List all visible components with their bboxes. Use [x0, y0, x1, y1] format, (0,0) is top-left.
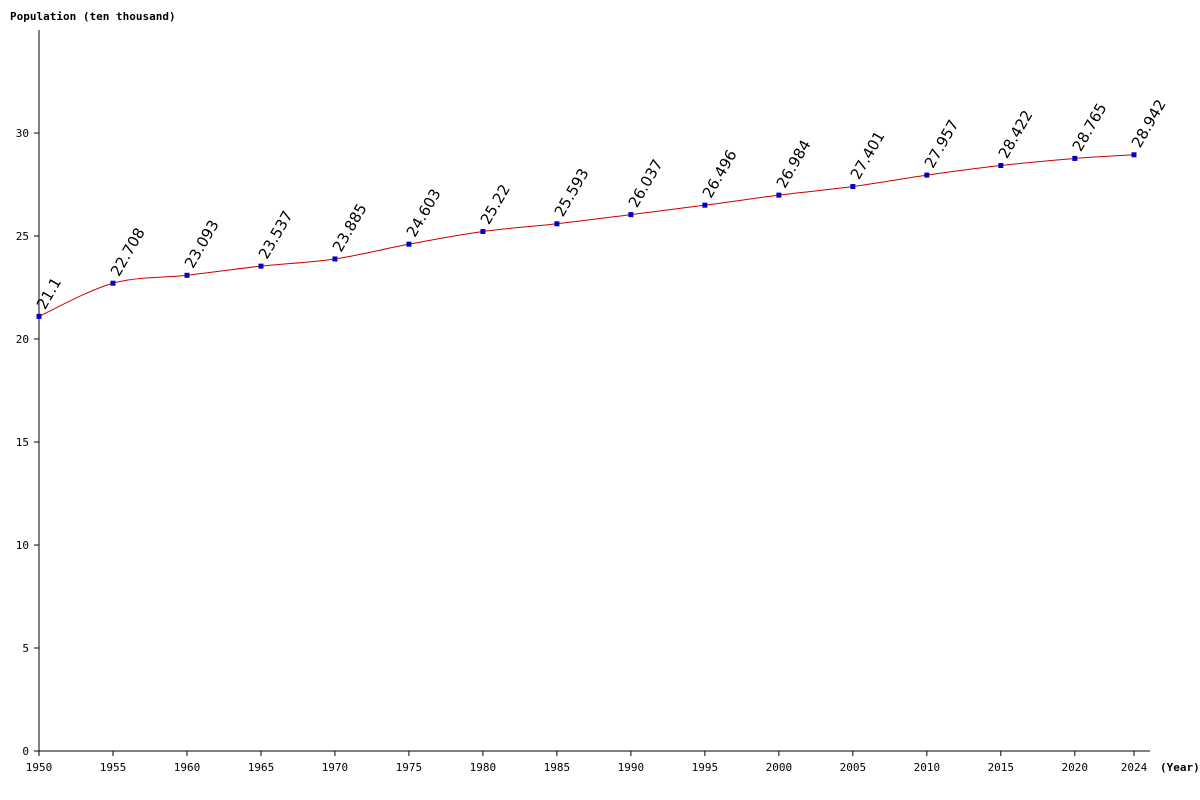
population-series-line — [38, 154, 1135, 317]
data-label: 23.093 — [181, 217, 223, 271]
x-tick-label: 2000 — [766, 761, 793, 774]
x-tick-label: 1980 — [470, 761, 497, 774]
x-tick-label: 2024 — [1121, 761, 1148, 774]
data-label: 27.957 — [921, 117, 963, 171]
x-tick-label: 1955 — [100, 761, 127, 774]
data-point — [850, 184, 856, 190]
data-label: 28.422 — [995, 107, 1037, 161]
data-label: 26.496 — [699, 147, 741, 201]
data-label: 25.22 — [477, 181, 514, 227]
y-tick-label: 10 — [16, 539, 29, 552]
data-point — [998, 163, 1004, 169]
x-axis-label: (Year) — [1160, 761, 1200, 774]
data-label: 23.885 — [329, 201, 371, 255]
data-point — [110, 280, 116, 286]
data-point — [406, 241, 412, 247]
x-tick-label: 2005 — [840, 761, 867, 774]
data-point — [628, 212, 634, 218]
data-points — [36, 152, 1137, 319]
data-point — [1072, 155, 1078, 161]
x-tick-label: 2015 — [988, 761, 1015, 774]
data-label: 28.942 — [1128, 96, 1170, 150]
x-tick-label: 1995 — [692, 761, 719, 774]
data-label: 25.593 — [551, 165, 593, 219]
x-tick-label: 1990 — [618, 761, 645, 774]
y-ticks: 0 5 10 15 20 25 30 — [16, 127, 39, 758]
data-label: 24.603 — [403, 186, 445, 240]
data-point — [258, 263, 264, 269]
data-point — [776, 192, 782, 198]
data-point — [480, 228, 486, 234]
x-tick-label: 2020 — [1062, 761, 1089, 774]
data-point — [36, 313, 42, 319]
data-point — [1131, 152, 1137, 158]
data-labels: 21.1 22.708 23.093 23.537 23.885 24.603 25.22 2… — [33, 96, 1170, 312]
data-point — [702, 202, 708, 208]
data-label: 22.708 — [107, 225, 149, 279]
data-label: 26.037 — [625, 156, 667, 210]
x-tick-label: 1970 — [322, 761, 349, 774]
data-point — [924, 172, 930, 178]
data-label: 28.765 — [1069, 100, 1111, 154]
y-tick-label: 0 — [22, 745, 29, 758]
data-label: 27.401 — [847, 128, 889, 182]
x-ticks: 1950 1955 1960 1965 1970 1975 1980 1985 1990 1995… — [26, 751, 1148, 774]
x-tick-label: 1975 — [396, 761, 423, 774]
x-tick-label: 1960 — [174, 761, 201, 774]
x-tick-label: 1985 — [544, 761, 571, 774]
data-label: 21.1 — [33, 274, 65, 312]
y-axis-label: Population (ten thousand) — [10, 10, 176, 23]
x-tick-label: 2010 — [914, 761, 941, 774]
x-tick-label: 1950 — [26, 761, 53, 774]
y-tick-label: 5 — [22, 642, 29, 655]
y-tick-label: 25 — [16, 230, 29, 243]
data-point — [554, 221, 560, 227]
data-label: 26.984 — [773, 137, 815, 191]
data-point — [184, 272, 190, 278]
y-tick-label: 15 — [16, 436, 29, 449]
data-label: 23.537 — [255, 208, 297, 262]
y-tick-label: 20 — [16, 333, 29, 346]
data-point — [332, 256, 338, 262]
y-tick-label: 30 — [16, 127, 29, 140]
x-tick-label: 1965 — [248, 761, 275, 774]
